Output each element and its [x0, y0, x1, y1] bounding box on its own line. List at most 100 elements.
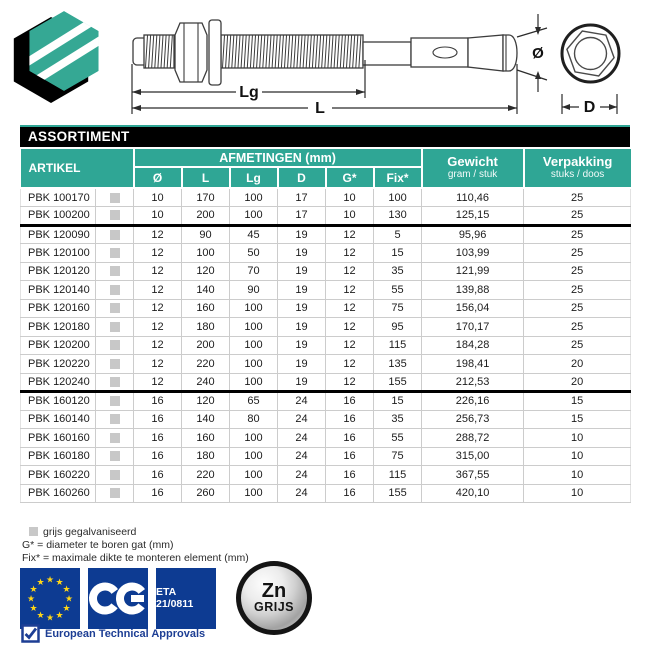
gray-swatch-icon	[29, 527, 38, 536]
finish-swatch-cell	[95, 483, 134, 503]
eu-flag-badge: ★ ★ ★ ★ ★ ★ ★ ★ ★ ★ ★ ★	[20, 567, 80, 629]
approval-text: European Technical Approvals	[45, 627, 206, 640]
dim-d-cell: 19	[277, 354, 326, 374]
gray-swatch-icon	[109, 358, 120, 369]
dim-lg-cell: 100	[229, 428, 278, 448]
dim-d-cell: 19	[277, 261, 326, 281]
verpakking-cell: 25	[523, 223, 632, 244]
verpakking-cell: 25	[523, 298, 632, 318]
table-row: PBK 120180 12 180 100 19 12 95 170,17 25	[20, 317, 632, 337]
gray-swatch-icon	[109, 321, 120, 332]
dim-g-cell: 16	[325, 465, 374, 485]
dim-g-cell: 16	[325, 390, 374, 411]
dim-l-cell: 240	[181, 372, 230, 392]
dim-lg-cell: 45	[229, 223, 278, 244]
dim-g-cell: 16	[325, 483, 374, 503]
dim-d-cell: 19	[277, 223, 326, 244]
dim-fix-cell: 95	[372, 317, 423, 337]
finish-swatch-cell	[95, 187, 134, 207]
dim-l-cell: 200	[181, 206, 230, 226]
dim-l-cell: 100	[181, 243, 230, 263]
zinc-finish-badge: Zn GRIJS	[236, 561, 312, 635]
gray-swatch-icon	[109, 192, 120, 203]
verpakking-cell: 10	[523, 483, 632, 503]
verpakking-cell: 10	[523, 446, 632, 466]
dim-g-cell: 16	[325, 446, 374, 466]
dim-lg-cell: 100	[229, 187, 278, 207]
finish-swatch-cell	[95, 206, 134, 226]
gewicht-cell: 125,15	[421, 206, 525, 226]
dim-d-cell: 24	[277, 483, 326, 503]
dim-diameter-cell: 12	[133, 298, 182, 318]
verpakking-cell: 10	[523, 465, 632, 485]
table-row: PBK 120220 12 220 100 19 12 135 198,41 20	[20, 354, 632, 374]
dim-l-cell: 160	[181, 298, 230, 318]
dim-lg-cell: 100	[229, 465, 278, 485]
svg-text:★: ★	[29, 585, 37, 595]
dim-fix-cell: 5	[372, 223, 423, 244]
table-row: PBK 120240 12 240 100 19 12 155 212,53 20	[20, 372, 632, 392]
dim-fix-cell: 35	[372, 261, 423, 281]
gewicht-cell: 420,10	[421, 483, 525, 503]
wedge-cone	[467, 34, 504, 72]
svg-text:★: ★	[46, 613, 54, 623]
table-row: PBK 160120 16 120 65 24 16 15 226,16 15	[20, 390, 632, 411]
gewicht-cell: 121,99	[421, 261, 525, 281]
washer	[208, 19, 222, 86]
table-row: PBK 100200 10 200 100 17 10 130 125,15 25	[20, 206, 632, 226]
table-row: PBK 160220 16 220 100 24 16 115 367,55 10	[20, 465, 632, 485]
dim-d-cell: 19	[277, 317, 326, 337]
verpakking-cell: 15	[523, 390, 632, 411]
footnote-fix: Fix* = maximale dikte te monteren elemen…	[22, 552, 249, 564]
gewicht-cell: 110,46	[421, 187, 525, 207]
table-row: PBK 120160 12 160 100 19 12 75 156,04 25	[20, 298, 632, 318]
dim-l-cell: 180	[181, 317, 230, 337]
dim-diameter-cell: 12	[133, 335, 182, 355]
dim-d-cell: 24	[277, 390, 326, 411]
gray-swatch-icon	[109, 469, 120, 480]
artikel-cell: PBK 120090	[20, 223, 96, 244]
dim-fix-cell: 75	[372, 298, 423, 318]
footnote-g: G* = diameter te boren gat (mm)	[22, 539, 174, 551]
verpakking-cell: 25	[523, 187, 632, 207]
gewicht-cell: 288,72	[421, 428, 525, 448]
verpakking-cell: 25	[523, 243, 632, 263]
artikel-cell: PBK 100170	[20, 187, 96, 207]
dim-diameter-cell: 10	[133, 206, 182, 226]
dim-diameter-cell: 12	[133, 261, 182, 281]
thread-left	[145, 35, 173, 68]
dim-fix-cell: 35	[372, 409, 423, 429]
table-row: PBK 160180 16 180 100 24 16 75 315,00 10	[20, 446, 632, 466]
gewicht-cell: 367,55	[421, 465, 525, 485]
verpakking-cell: 20	[523, 354, 632, 374]
dim-diameter-cell: 16	[133, 446, 182, 466]
verpakking-cell: 25	[523, 261, 632, 281]
finish-swatch-cell	[95, 409, 134, 429]
dim-d-cell: 24	[277, 428, 326, 448]
gray-swatch-icon	[109, 340, 120, 351]
dim-g-cell: 10	[325, 206, 374, 226]
footnotes: grijs gegalvaniseerd G* = diameter te bo…	[22, 526, 249, 565]
dim-fix-cell: 15	[372, 390, 423, 411]
dim-g-cell: 12	[325, 317, 374, 337]
dim-l-cell: 120	[181, 261, 230, 281]
table-row: PBK 160140 16 140 80 24 16 35 256,73 15	[20, 409, 632, 429]
gewicht-cell: 212,53	[421, 372, 525, 392]
gewicht-cell: 103,99	[421, 243, 525, 263]
dim-lg-cell: 100	[229, 446, 278, 466]
artikel-cell: PBK 160160	[20, 428, 96, 448]
dim-lg-cell: 100	[229, 298, 278, 318]
verpakking-cell: 25	[523, 206, 632, 226]
assortment-table: ARTIKEL AFMETINGEN (mm) Gewicht gram / s…	[20, 149, 632, 503]
svg-text:★: ★	[65, 594, 73, 604]
dim-lg-cell: 100	[229, 483, 278, 503]
svg-text:★: ★	[55, 611, 63, 621]
dim-lg-cell: 100	[229, 206, 278, 226]
column-header-artikel: ARTIKEL	[20, 149, 135, 189]
dim-fix-cell: 115	[372, 335, 423, 355]
zn-label: Zn	[261, 580, 287, 602]
sleeve-slot	[432, 46, 458, 59]
finish-swatch-cell	[95, 223, 134, 244]
artikel-cell: PBK 120200	[20, 335, 96, 355]
grijs-label: GRIJS	[253, 600, 294, 614]
